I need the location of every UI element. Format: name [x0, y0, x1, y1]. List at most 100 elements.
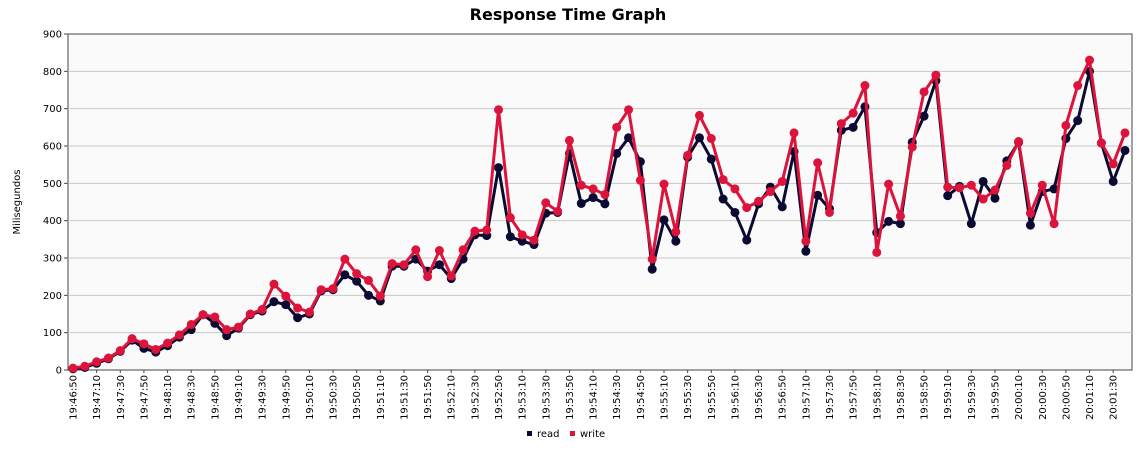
series-write	[68, 55, 1130, 373]
data-point-read	[352, 276, 362, 286]
data-point-write	[955, 183, 965, 193]
x-tick-label: 19:54:10	[589, 375, 600, 420]
data-point-write	[730, 184, 740, 194]
y-tick-label: 700	[43, 104, 62, 115]
data-point-read	[624, 133, 634, 143]
data-point-write	[576, 180, 586, 190]
data-point-read	[813, 190, 823, 200]
data-point-read	[884, 216, 894, 226]
legend-label-write: write	[580, 429, 605, 440]
data-point-read	[1108, 176, 1118, 186]
x-tick-label: 19:49:50	[281, 375, 292, 420]
data-point-write	[718, 175, 728, 185]
y-tick-label: 900	[43, 30, 62, 41]
x-tick-label: 19:47:50	[139, 375, 150, 420]
x-tick-label: 19:55:30	[683, 375, 694, 420]
data-point-write	[943, 182, 953, 192]
data-point-write	[387, 259, 397, 269]
data-point-read	[281, 300, 291, 310]
x-tick-label: 19:51:50	[423, 375, 434, 420]
x-tick-label: 19:48:50	[210, 375, 221, 420]
data-point-write	[293, 303, 303, 313]
data-point-write	[541, 198, 551, 208]
data-point-write	[860, 81, 870, 91]
data-point-write	[434, 246, 444, 256]
data-point-read	[576, 198, 586, 208]
data-point-read	[647, 264, 657, 274]
data-point-write	[458, 245, 468, 255]
x-tick-label: 19:59:10	[943, 375, 954, 420]
y-tick-label: 300	[43, 254, 62, 265]
data-point-read	[659, 215, 669, 225]
data-point-write	[907, 142, 917, 152]
data-point-write	[517, 230, 527, 240]
data-point-write	[813, 158, 823, 168]
data-point-read	[364, 290, 374, 300]
data-point-read	[730, 207, 740, 217]
data-point-write	[789, 128, 799, 138]
data-point-read	[588, 193, 598, 203]
x-tick-label: 19:55:10	[660, 375, 671, 420]
data-point-write	[884, 179, 894, 189]
series-layer	[68, 55, 1130, 374]
data-point-write	[245, 309, 255, 319]
data-point-write	[222, 325, 232, 335]
data-point-read	[293, 313, 303, 323]
data-point-read	[671, 236, 681, 246]
data-point-read	[895, 219, 905, 229]
y-tick-label: 200	[43, 291, 62, 302]
x-tick-label: 19:49:30	[258, 375, 269, 420]
data-point-write	[1025, 208, 1035, 218]
x-tick-label: 19:48:10	[163, 375, 174, 420]
data-point-read	[943, 191, 953, 201]
x-tick-label: 19:53:10	[518, 375, 529, 420]
data-point-write	[103, 353, 113, 363]
data-point-write	[186, 319, 196, 329]
data-point-write	[872, 247, 882, 257]
data-point-write	[494, 105, 504, 115]
data-point-write	[352, 269, 362, 279]
data-point-write	[163, 338, 173, 348]
legend-label-read: read	[537, 429, 560, 440]
data-point-write	[1120, 128, 1130, 138]
y-tick-label: 800	[43, 67, 62, 78]
data-point-write	[1014, 137, 1024, 147]
x-tick-label: 19:54:50	[636, 375, 647, 420]
x-tick-label: 19:58:10	[872, 375, 883, 420]
data-point-write	[1108, 159, 1118, 169]
x-tick-label: 19:59:30	[967, 375, 978, 420]
x-tick-label: 20:01:30	[1109, 375, 1120, 420]
data-point-read	[801, 246, 811, 256]
data-point-write	[765, 187, 775, 197]
data-point-write	[659, 179, 669, 189]
data-point-read	[966, 219, 976, 229]
data-point-write	[919, 87, 929, 97]
legend-swatch-write	[570, 431, 575, 436]
data-point-write	[1073, 81, 1083, 91]
data-point-write	[1061, 120, 1071, 130]
data-point-read	[517, 236, 527, 246]
x-tick-label: 19:50:50	[352, 375, 363, 420]
data-point-read	[978, 176, 988, 186]
data-point-write	[269, 279, 279, 289]
data-point-write	[233, 322, 243, 332]
x-tick-label: 19:50:10	[305, 375, 316, 420]
data-point-read	[1049, 184, 1059, 194]
x-tick-label: 19:58:30	[896, 375, 907, 420]
x-tick-label: 19:50:30	[329, 375, 340, 420]
x-tick-label: 19:56:30	[754, 375, 765, 420]
data-point-write	[127, 334, 137, 344]
data-point-read	[1073, 116, 1083, 126]
data-point-read	[848, 122, 858, 132]
data-point-write	[1002, 160, 1012, 170]
data-point-read	[706, 154, 716, 164]
x-tick-label: 19:57:50	[849, 375, 860, 420]
data-point-write	[600, 190, 610, 200]
data-point-write	[304, 307, 314, 317]
data-point-read	[269, 297, 279, 307]
x-tick-label: 19:58:50	[920, 375, 931, 420]
data-point-write	[505, 213, 515, 223]
data-point-write	[470, 226, 480, 236]
data-point-read	[505, 232, 515, 242]
